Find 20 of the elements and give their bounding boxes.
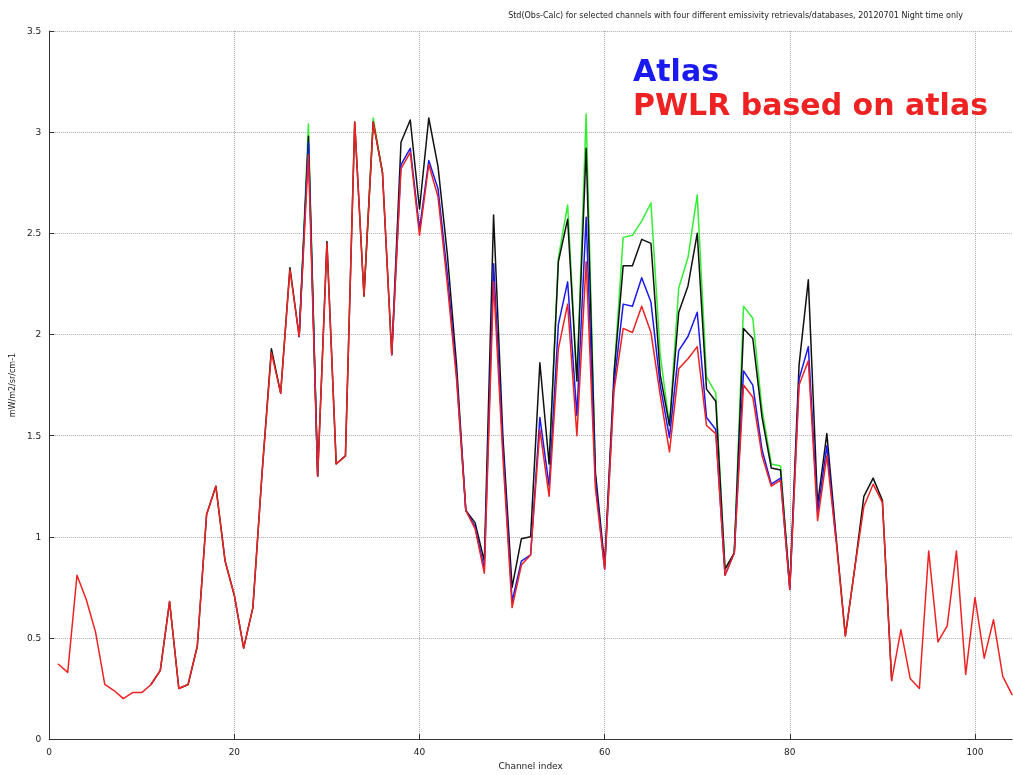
y-tick-label: 2.5 xyxy=(26,228,42,239)
line-series xyxy=(57,121,1013,700)
chart-title: Std(Obs-Calc) for selected channels with four different emissivity retrievals/databases, 20120701 Night time only xyxy=(508,10,964,20)
x-tick-label: 100 xyxy=(966,746,984,757)
y-tick-label: 1.5 xyxy=(26,430,42,441)
x-tick-label: 60 xyxy=(598,746,611,757)
x-tick-label: 40 xyxy=(413,746,426,757)
y-tick-label: 0.5 xyxy=(26,632,42,643)
y-tick-label: 3 xyxy=(35,127,42,138)
y-tick-label: 2 xyxy=(35,329,42,340)
text: Atlas xyxy=(633,52,719,88)
x-axis-title: Channel index xyxy=(498,760,564,771)
x-tick-label: 0 xyxy=(46,746,53,757)
x-tick-label: 20 xyxy=(228,746,241,757)
x-tick-label: 80 xyxy=(784,746,796,757)
y-tick-label: 0 xyxy=(35,734,42,745)
y-tick-label: 3.5 xyxy=(26,26,42,36)
y-tick-label: 1 xyxy=(35,531,42,542)
y-axis-title: mW/m2/sr/cm-1 xyxy=(7,352,17,418)
text: PWLR based on atlas xyxy=(633,86,989,122)
